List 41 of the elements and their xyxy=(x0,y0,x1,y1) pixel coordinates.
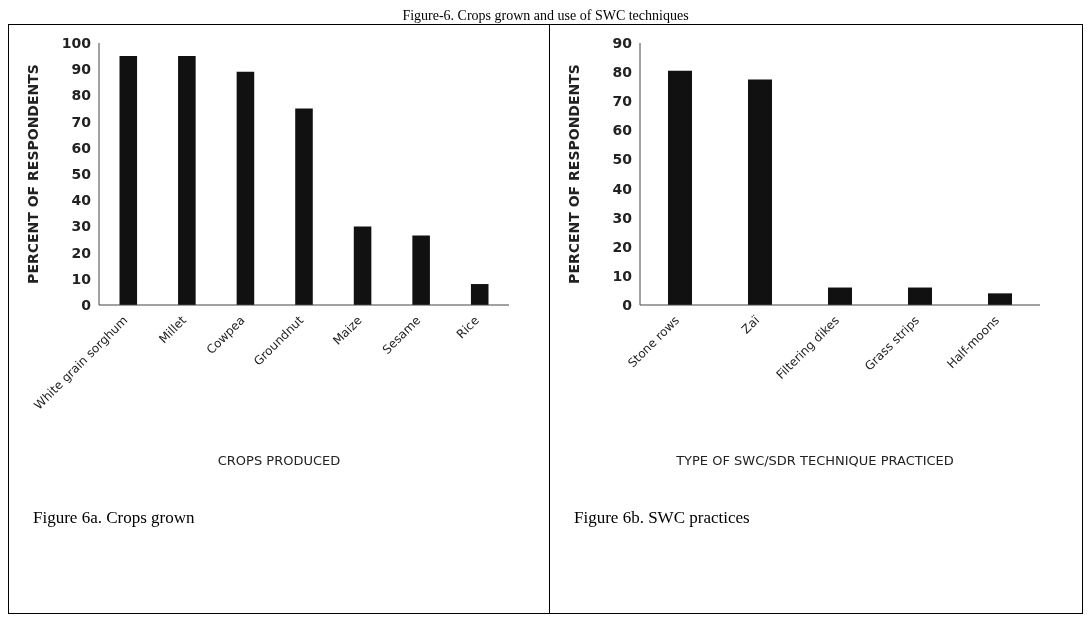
y-tick-label: 30 xyxy=(612,209,633,226)
caption: Figure 6b. SWC practices xyxy=(574,508,751,528)
y-tick-label: 50 xyxy=(71,165,92,182)
bar xyxy=(236,71,255,305)
y-tick-label: 80 xyxy=(71,87,92,104)
x-tick-label: Zaï xyxy=(738,312,763,337)
bar xyxy=(353,226,372,305)
y-tick-label: 10 xyxy=(71,270,92,287)
bar xyxy=(988,293,1012,305)
y-tick-label: 40 xyxy=(71,192,92,209)
bar xyxy=(908,287,932,305)
bar xyxy=(828,287,852,305)
y-tick-label: 60 xyxy=(71,139,92,156)
y-tick-label: 10 xyxy=(612,267,633,284)
y-axis-title: PERCENT OF RESPONDENTS xyxy=(24,64,41,284)
y-tick-label: 80 xyxy=(612,64,633,81)
bar xyxy=(470,284,489,305)
x-axis-title: CROPS PRODUCED xyxy=(216,453,342,468)
y-tick-label: 70 xyxy=(612,93,633,110)
y-axis-title: PERCENT OF RESPONDENTS xyxy=(565,64,582,284)
y-tick-label: 20 xyxy=(71,244,92,261)
y-tick-label: 50 xyxy=(612,151,633,168)
y-tick-label: 0 xyxy=(81,296,92,313)
y-tick-label: 40 xyxy=(612,180,633,197)
y-tick-label: 90 xyxy=(71,61,92,78)
y-tick-label: 100 xyxy=(61,34,92,51)
x-axis-title: TYPE OF SWC/SDR TECHNIQUE PRACTICED xyxy=(675,453,955,468)
y-tick-label: 90 xyxy=(612,34,633,51)
bar xyxy=(412,235,430,305)
y-tick-label: 60 xyxy=(612,122,633,139)
bar xyxy=(295,108,313,305)
y-tick-label: 20 xyxy=(612,238,633,255)
y-tick-label: 0 xyxy=(622,296,633,313)
y-tick-label: 30 xyxy=(71,218,92,235)
bar xyxy=(178,56,196,305)
y-tick-label: 70 xyxy=(71,113,92,130)
text: Figure-6. Crops grown and use of SWC techniques xyxy=(401,8,690,24)
bar xyxy=(748,79,772,305)
bar xyxy=(119,56,138,305)
caption: Figure 6a. Crops grown xyxy=(33,508,196,528)
bar xyxy=(668,70,692,305)
